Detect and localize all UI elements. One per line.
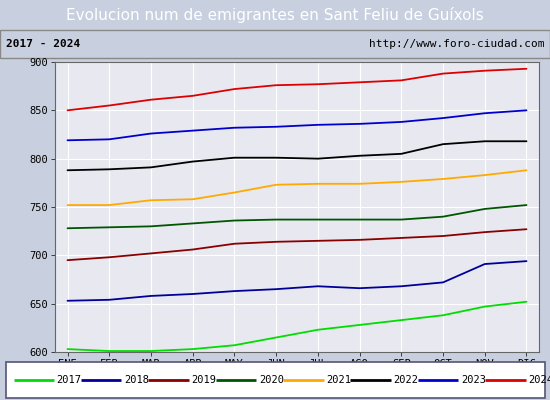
Text: 2024: 2024 <box>529 375 550 385</box>
Text: 2023: 2023 <box>461 375 486 385</box>
Text: http://www.foro-ciudad.com: http://www.foro-ciudad.com <box>369 39 544 49</box>
Text: 2020: 2020 <box>259 375 284 385</box>
Text: 2018: 2018 <box>124 375 149 385</box>
Text: 2019: 2019 <box>191 375 217 385</box>
Text: 2017: 2017 <box>57 375 82 385</box>
Text: 2017 - 2024: 2017 - 2024 <box>6 39 80 49</box>
Text: Evolucion num de emigrantes en Sant Feliu de Guíxols: Evolucion num de emigrantes en Sant Feli… <box>66 7 484 23</box>
Text: 2022: 2022 <box>394 375 419 385</box>
FancyBboxPatch shape <box>6 362 544 398</box>
Text: 2021: 2021 <box>326 375 351 385</box>
